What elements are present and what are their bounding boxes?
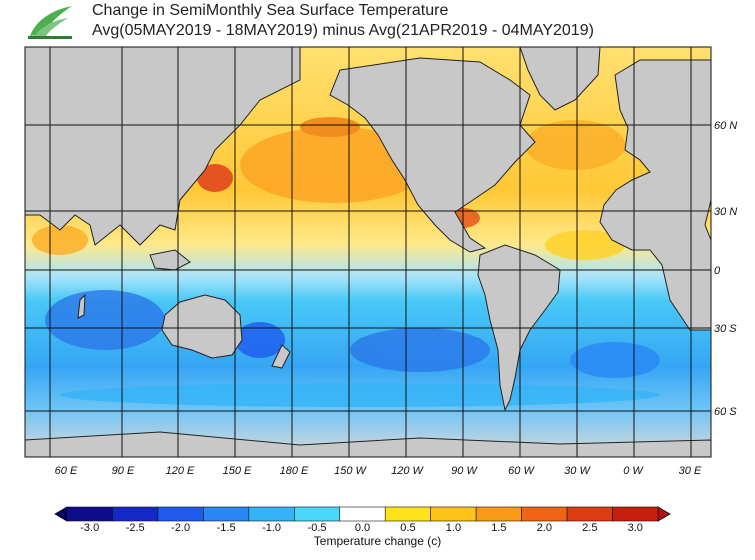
north-pacific-warm-patch [240,127,430,203]
logo-icon [28,6,72,39]
map-frame [24,46,712,458]
colorbar-tick-label: 3.0 [628,522,643,534]
lon-label: 180 E [280,465,309,477]
colorbar-tick-label: -1.0 [262,522,281,534]
colorbar-left-arrow [54,506,68,522]
colorbar-tick-label: 1.0 [446,522,461,534]
lon-label: 60 W [508,465,535,477]
colorbar-tick-label: 0.0 [355,522,370,534]
eurasia [25,47,301,246]
lat-label: 0 [714,265,721,277]
colorbar-cell [112,506,159,522]
colorbar-cell [430,506,477,522]
lon-label: 90 W [451,465,478,477]
lat-label: 60 S [714,406,737,418]
lon-label: 30 E [679,465,702,477]
lon-label: 0 W [623,465,644,477]
lon-label: 120 W [391,465,424,477]
tasman-sea-cool-patch [235,322,285,358]
colorbar-cell [612,506,659,522]
colorbar-tick-label: -3.0 [80,522,99,534]
south-atlantic-cool-patch [570,342,660,378]
europe-africa [599,59,711,331]
antarctica [25,431,711,457]
arabian-sea-warm-patch [32,225,88,255]
map-subtitle: Avg(05MAY2019 - 18MAY2019) minus Avg(21A… [92,22,594,39]
madagascar [77,293,86,319]
lat-label: 30 S [714,323,737,335]
lon-label: 90 E [112,465,135,477]
south-atlantic-warm-patch [545,230,625,260]
borneo-indonesia [149,249,191,271]
lon-label: 60 E [55,465,78,477]
lon-label: 150 E [223,465,252,477]
colorbar-cell [384,506,431,522]
colorbar-tick-label: -1.5 [217,522,236,534]
indian-ocean-cool-patch [45,290,165,350]
graticule-grid [25,47,711,457]
colorbar-cell [248,506,295,522]
colorbar-tick-label: 2.5 [582,522,597,534]
colorbar-cell [339,506,386,522]
colorbar-tick-label: -0.5 [308,522,327,534]
sea-of-japan-warm-patch [197,164,233,192]
lon-label: 150 W [334,465,367,477]
colorbar-tick-label: -2.5 [126,522,145,534]
latitude-labels: 60 N 30 N 0 30 S 60 S [714,120,737,418]
greenland [519,47,601,111]
map-panel [25,47,711,457]
southern-ocean-cool-band [60,383,660,407]
colorbar-tick-label: -2.0 [171,522,190,534]
colorbar-cell [521,506,568,522]
north-america [329,57,536,253]
colorbar-cell [203,506,250,522]
title-block: Change in SemiMonthly Sea Surface Temper… [92,1,652,41]
lat-label: 30 N [714,206,737,218]
colorbar-cell [566,506,613,522]
map-title: Change in SemiMonthly Sea Surface Temper… [92,2,449,19]
new-zealand [271,344,291,369]
north-atlantic-warm-patch [525,120,625,170]
colorbar-title: Temperature change (c) [313,534,442,548]
colorbar: -3.0 -2.5 -2.0 -1.5 -1.0 -0.5 0.0 0.5 1.0 1.5 2.0 2… [54,506,671,534]
lon-label: 30 W [564,465,591,477]
colorbar-tick-label: 0.5 [400,522,415,534]
gulf-of-alaska-warm-patch [300,117,360,137]
longitude-labels: 60 E 90 E 120 E 150 E 180 E 150 W 120 W … [55,465,702,477]
colorbar-cell [475,506,522,522]
colorbar-tick-label: 2.0 [537,522,552,534]
lat-label: 60 N [714,120,737,132]
colorbar-tick-label: 1.5 [491,522,506,534]
colorbar-cell [294,506,341,522]
lon-label: 120 E [166,465,195,477]
colorbar-right-arrow [657,506,671,522]
australia [161,294,243,359]
south-pacific-cool-patch [350,328,490,372]
colorbar-cell [157,506,204,522]
colorbar-cell [66,506,113,522]
